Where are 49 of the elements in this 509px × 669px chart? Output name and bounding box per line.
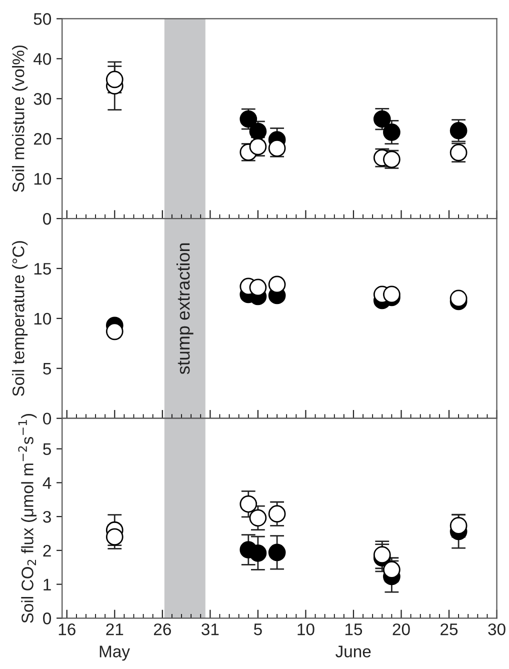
point: [383, 286, 400, 304]
point: [249, 278, 267, 296]
y-tick-label: 5: [43, 443, 51, 456]
y-tick-label: 15: [34, 263, 51, 275]
y-tick-label: 40: [34, 53, 52, 65]
y-tick-label: 4: [42, 477, 52, 489]
y-tick-label: 0: [43, 412, 52, 425]
y-tick-label: 50: [34, 13, 52, 25]
point: [450, 517, 468, 534]
x-tick-label: 31: [202, 623, 219, 636]
point: [249, 544, 267, 562]
point: [383, 561, 400, 578]
x-tick-label: 16: [58, 623, 76, 636]
x-tick-label: 10: [298, 623, 314, 636]
y-tick-label: 10: [34, 172, 52, 185]
point: [373, 546, 391, 564]
y-tick-label: 3: [43, 510, 51, 523]
y-axis-title: Soil moisture (vol%): [12, 46, 28, 192]
point: [268, 544, 286, 562]
x-tick-label: 30: [488, 623, 506, 636]
y-tick-label: 20: [34, 133, 52, 145]
x-tick-label: 5: [254, 624, 262, 636]
point: [240, 495, 258, 513]
x-tick-label: 25: [440, 623, 458, 636]
point: [268, 140, 286, 157]
text: June: [336, 646, 371, 658]
band-label: stump extraction: [176, 243, 194, 374]
y-tick-label: 1: [44, 578, 51, 590]
point: [106, 70, 124, 88]
text: May: [100, 646, 130, 661]
y-tick-label: 10: [34, 312, 52, 325]
y-tick-label: 0: [43, 612, 52, 624]
y-tick-label: 0: [43, 212, 52, 225]
x-tick-label: 26: [154, 623, 171, 636]
y-tick-label: 5: [43, 362, 51, 375]
x-tick-label: 20: [392, 623, 410, 636]
y-axis-title: Soil temperature (°C): [12, 241, 28, 396]
y-axis-title: Soil CO$_{2}$ flux (μmol m$^{−2}$s$^{−1}$): [18, 414, 37, 623]
y-tick-label: 30: [34, 93, 52, 105]
point: [249, 509, 267, 527]
point: [268, 505, 286, 523]
y-tick-label: 2: [43, 544, 51, 556]
point: [268, 276, 286, 294]
point: [450, 290, 468, 308]
point: [106, 528, 124, 546]
x-tick-label: 15: [345, 624, 362, 636]
point: [383, 124, 400, 141]
point: [106, 322, 124, 340]
x-tick-label: 21: [106, 623, 124, 636]
